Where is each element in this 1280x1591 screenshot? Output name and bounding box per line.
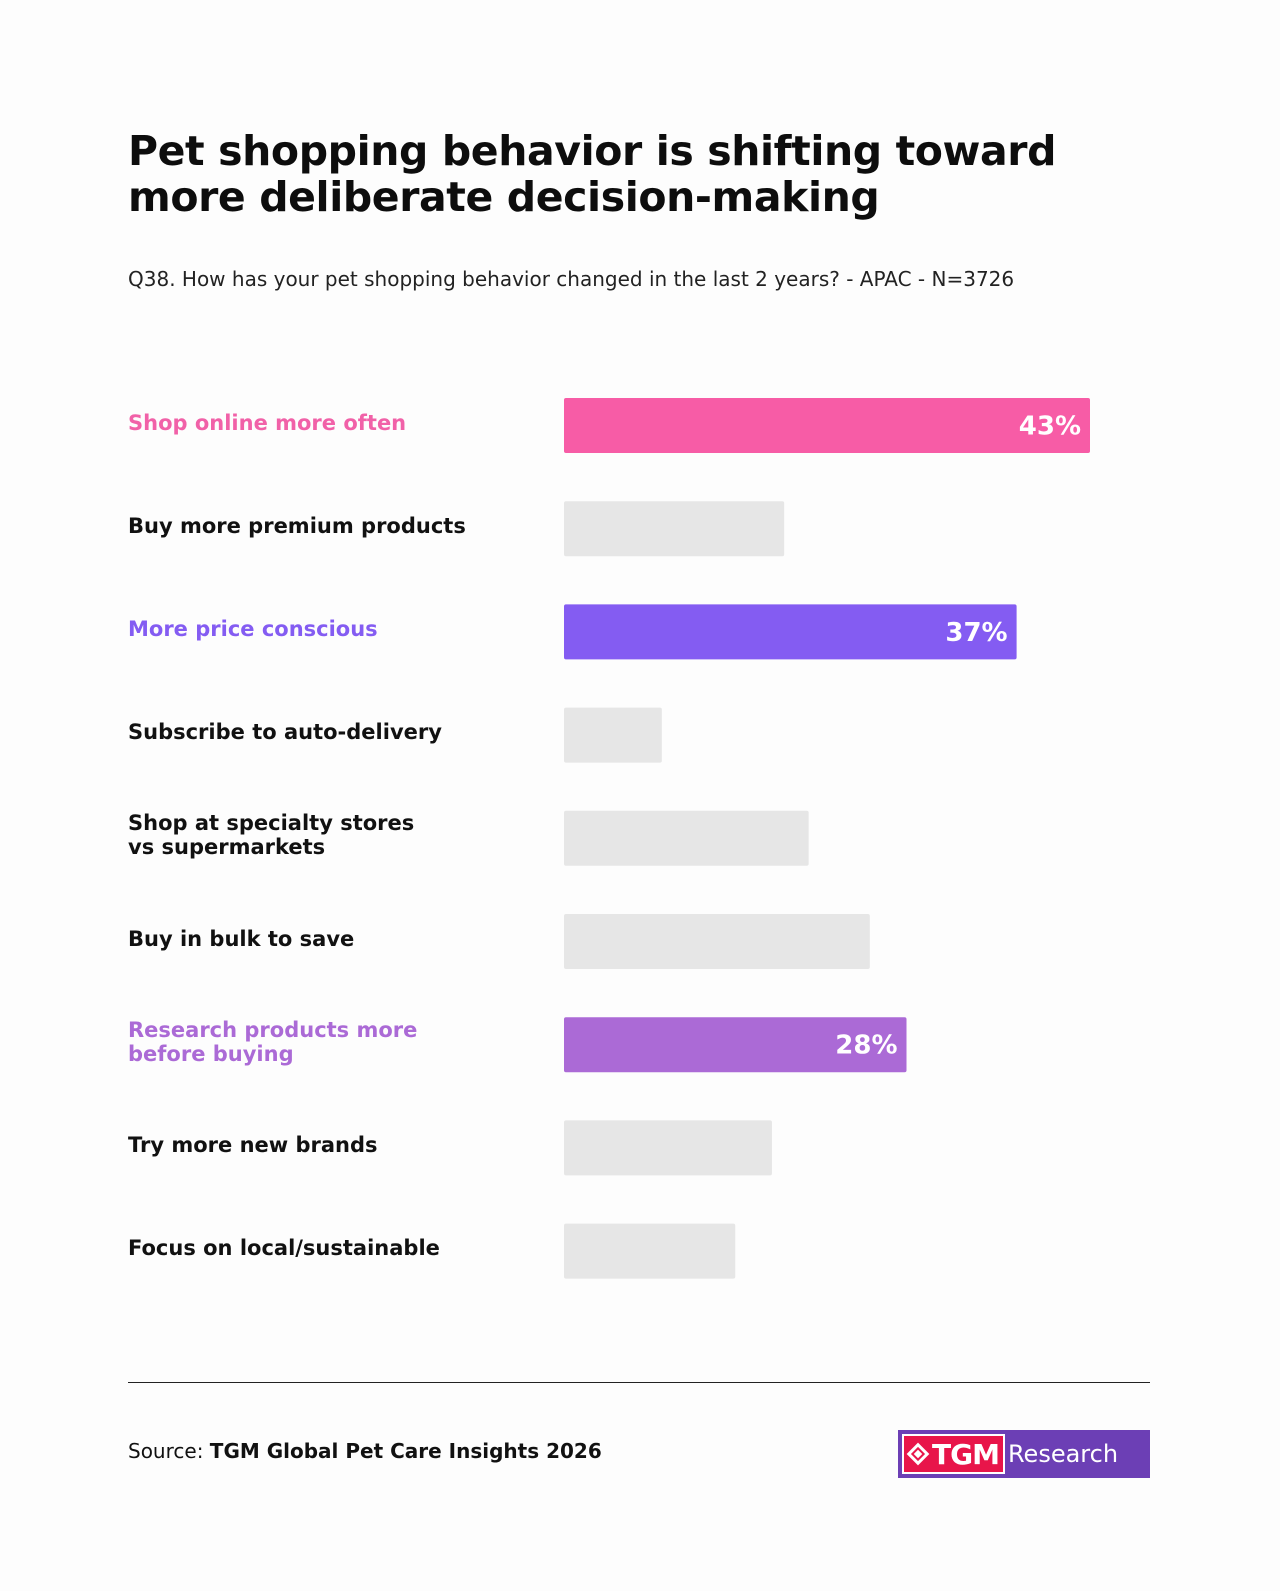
category-label: Buy in bulk to save (128, 927, 548, 951)
category-label-line: Shop at specialty stores (128, 811, 415, 836)
category-label-line: vs supermarkets (128, 835, 326, 860)
bar (564, 501, 785, 557)
diamond-icon (906, 1442, 930, 1466)
tgm-research-logo: TGM Research (898, 1430, 1150, 1478)
logo-mark: TGM (902, 1434, 1005, 1474)
bar-value-label: 43% (1019, 412, 1081, 442)
category-label-line: More price conscious (128, 616, 378, 641)
bar (564, 810, 809, 866)
bar (564, 1017, 907, 1073)
category-label: Shop at specialty stores vs supermarkets (128, 811, 548, 859)
bar-value-label: 37% (945, 618, 1007, 648)
category-label-line: Subscribe to auto-delivery (128, 720, 442, 745)
category-label: Research products more before buying (128, 1018, 548, 1066)
category-label-line: Buy more premium products (128, 513, 466, 538)
category-label-line: Try more new brands (128, 1132, 378, 1157)
chart-title-line-2: more deliberate decision-making (128, 173, 880, 221)
chart-title: Pet shopping behavior is shifting toward… (128, 128, 1178, 220)
bar (564, 398, 1090, 453)
source-name: TGM Global Pet Care Insights 2026 (209, 1439, 602, 1463)
category-label-line: before buying (128, 1041, 294, 1066)
category-label: Subscribe to auto-delivery (128, 720, 548, 744)
category-label: Focus on local/sustainable (128, 1236, 548, 1260)
category-label-line: Shop online more often (128, 410, 407, 435)
bar (564, 914, 870, 969)
bar (564, 1223, 736, 1279)
chart-title-line-1: Pet shopping behavior is shifting toward (128, 127, 1057, 175)
category-label-line: Focus on local/sustainable (128, 1236, 440, 1261)
footer-divider (128, 1382, 1150, 1383)
bar-value-label: 28% (835, 1031, 897, 1061)
category-label: Shop online more often (128, 411, 548, 435)
category-label: Buy more premium products (128, 514, 548, 538)
chart-subtitle: Q38. How has your pet shopping behavior … (128, 267, 1015, 291)
bar (564, 1120, 772, 1176)
logo-tgm-text: TGM (932, 1437, 1000, 1471)
source-prefix: Source: (128, 1439, 210, 1463)
category-label-line: Research products more (128, 1017, 418, 1042)
bar (564, 707, 662, 763)
logo-research-text: Research (1007, 1440, 1119, 1468)
category-label-line: Buy in bulk to save (128, 926, 355, 951)
bar (564, 604, 1017, 660)
source-note: Source: TGM Global Pet Care Insights 202… (128, 1438, 602, 1464)
category-label: More price conscious (128, 617, 548, 641)
category-label: Try more new brands (128, 1133, 548, 1157)
